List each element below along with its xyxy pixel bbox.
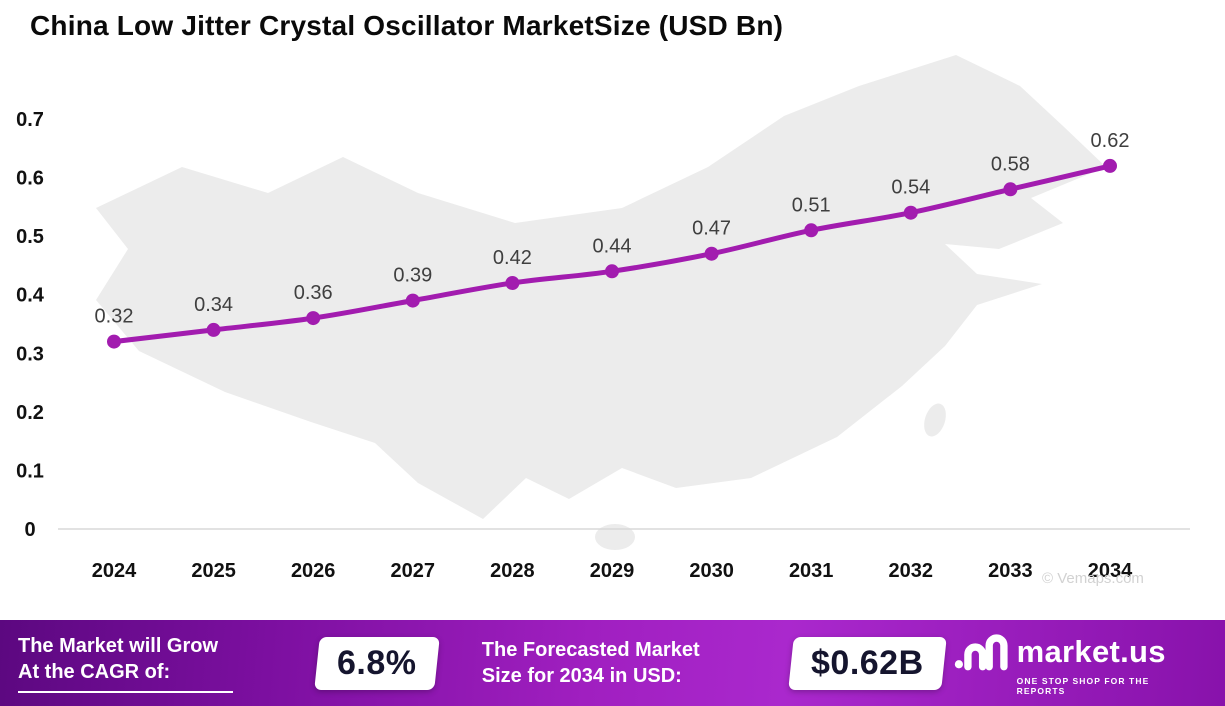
x-tick-label: 2025 (191, 560, 236, 582)
y-tick-label: 0.7 (16, 109, 44, 131)
china-map-silhouette (96, 55, 1106, 519)
cagr-label-line2: At the CAGR of: (18, 661, 171, 683)
forecast-value-box: $0.62B (788, 636, 947, 690)
data-point (306, 311, 321, 326)
y-tick-label: 0.5 (16, 226, 44, 248)
data-label: 0.32 (95, 306, 134, 328)
data-point (1003, 182, 1018, 197)
data-label: 0.62 (1091, 130, 1130, 152)
cagr-label-line1: The Market will Grow (18, 635, 219, 657)
data-label: 0.42 (493, 247, 532, 269)
data-point (505, 276, 520, 290)
data-point (1103, 158, 1117, 173)
forecast-value: $0.62B (811, 643, 924, 682)
x-tick-label: 2024 (92, 560, 137, 582)
y-tick-label: 0.4 (16, 285, 45, 307)
x-tick-label: 2028 (490, 560, 535, 582)
data-point (704, 246, 719, 261)
x-tick-label: 2032 (889, 560, 934, 582)
y-tick-label: 0.2 (16, 402, 44, 424)
brand-tagline: ONE STOP SHOP FOR THE REPORTS (1016, 676, 1150, 696)
hainan-island-shape (595, 524, 635, 550)
y-tick-label: 0.3 (16, 343, 44, 365)
x-tick-label: 2033 (988, 560, 1033, 582)
market-us-logo-icon (954, 634, 1008, 671)
cagr-label: The Market will Grow At the CAGR of: (18, 633, 317, 693)
data-label: 0.54 (891, 177, 930, 199)
data-label: 0.39 (393, 265, 432, 287)
forecast-label-line2: Size for 2034 in USD: (481, 665, 682, 687)
vemaps-watermark: © Vemaps.com (1042, 570, 1144, 587)
brand-block: market.us ONE STOP SHOP FOR THE REPORTS (954, 630, 1207, 696)
chart-title: China Low Jitter Crystal Oscillator Mark… (30, 10, 784, 41)
data-label: 0.58 (991, 153, 1030, 175)
x-tick-label: 2026 (291, 560, 336, 582)
data-label: 0.36 (294, 282, 333, 304)
chart-area: China Low Jitter Crystal Oscillator Mark… (16, 10, 1190, 587)
y-tick-label: 0.1 (16, 460, 44, 482)
y-tick-label: 0 (24, 519, 35, 541)
data-point (206, 322, 221, 337)
x-tick-label: 2030 (689, 560, 734, 582)
data-point (605, 264, 619, 279)
forecast-label: The Forecasted Market Size for 2034 in U… (482, 637, 791, 689)
x-tick-label: 2031 (789, 560, 834, 582)
y-tick-label: 0.6 (16, 168, 44, 190)
x-tick-label: 2034 (1088, 560, 1133, 582)
brand-name: market.us (1016, 634, 1166, 669)
cagr-value-box: 6.8% (314, 636, 440, 690)
data-point (405, 293, 420, 308)
brand-row: market.us (954, 630, 1201, 674)
market-size-chart: 0 0.1 0.2 0.3 0.4 0.5 0.6 0.7 2024 2025 2026 2027 20… (16, 55, 1190, 582)
forecast-label-line1: The Forecasted Market (481, 639, 700, 661)
data-label: 0.51 (792, 194, 831, 216)
data-label: 0.47 (692, 218, 731, 240)
x-tick-label: 2029 (590, 560, 635, 582)
data-point (804, 223, 819, 238)
footer-banner: The Market will Grow At the CAGR of: 6.8… (0, 620, 1225, 706)
data-point (107, 334, 121, 349)
taiwan-island-shape (924, 403, 946, 437)
data-label: 0.44 (593, 235, 632, 257)
data-point (903, 205, 918, 220)
data-label: 0.34 (194, 294, 233, 316)
cagr-value: 6.8% (337, 643, 417, 682)
x-tick-label: 2027 (391, 560, 436, 582)
